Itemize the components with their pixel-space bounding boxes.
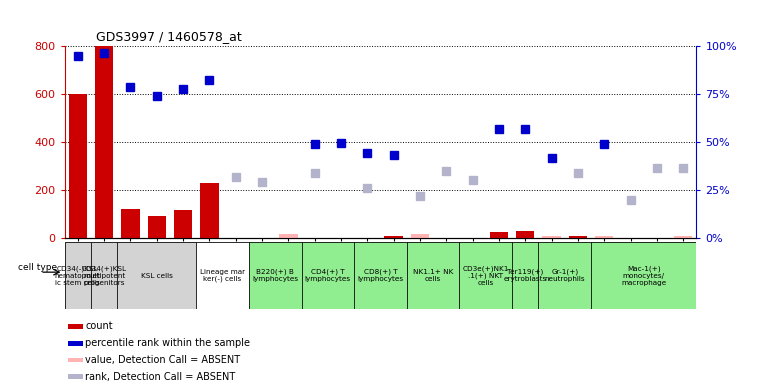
Bar xyxy=(68,358,83,362)
Text: KSL cells: KSL cells xyxy=(141,273,173,278)
Bar xyxy=(95,46,113,238)
Text: CD4(+) T
lymphocytes: CD4(+) T lymphocytes xyxy=(305,269,351,282)
Bar xyxy=(516,231,534,238)
Bar xyxy=(407,242,460,309)
Text: count: count xyxy=(85,321,113,331)
Bar xyxy=(174,210,193,238)
Bar xyxy=(117,242,196,309)
Bar xyxy=(68,324,83,329)
Text: rank, Detection Call = ABSENT: rank, Detection Call = ABSENT xyxy=(85,372,235,382)
Text: Gr-1(+)
neutrophils: Gr-1(+) neutrophils xyxy=(544,269,585,282)
Bar xyxy=(460,242,512,309)
Bar xyxy=(591,242,696,309)
Bar xyxy=(539,242,591,309)
Bar xyxy=(490,232,508,238)
Bar xyxy=(68,341,83,346)
Bar xyxy=(65,242,91,309)
Bar xyxy=(249,242,301,309)
Text: NK1.1+ NK
cells: NK1.1+ NK cells xyxy=(413,269,454,282)
Text: GDS3997 / 1460578_at: GDS3997 / 1460578_at xyxy=(96,30,242,43)
Text: Ter119(+)
erytroblasts: Ter119(+) erytroblasts xyxy=(504,269,547,282)
Text: CD34(+)KSL
multipotent
progenitors: CD34(+)KSL multipotent progenitors xyxy=(81,265,126,286)
Bar xyxy=(512,242,539,309)
Bar xyxy=(121,209,140,238)
Text: percentile rank within the sample: percentile rank within the sample xyxy=(85,338,250,348)
Bar xyxy=(543,236,561,238)
Text: CD34(-)KSL
hematopoiet
ic stem cells: CD34(-)KSL hematopoiet ic stem cells xyxy=(55,265,101,286)
Bar xyxy=(301,242,354,309)
Bar xyxy=(200,183,218,238)
Text: Lineage mar
ker(-) cells: Lineage mar ker(-) cells xyxy=(200,269,245,282)
Text: value, Detection Call = ABSENT: value, Detection Call = ABSENT xyxy=(85,355,240,365)
Text: CD8(+) T
lymphocytes: CD8(+) T lymphocytes xyxy=(358,269,403,282)
Text: B220(+) B
lymphocytes: B220(+) B lymphocytes xyxy=(252,269,298,282)
Bar xyxy=(384,236,403,238)
Bar xyxy=(354,242,407,309)
Text: CD3e(+)NK1
.1(+) NKT
cells: CD3e(+)NK1 .1(+) NKT cells xyxy=(463,265,509,286)
Text: cell type: cell type xyxy=(18,263,57,272)
Bar xyxy=(411,235,429,238)
Bar xyxy=(68,374,83,379)
Bar xyxy=(68,94,87,238)
Text: Mac-1(+)
monocytes/
macrophage: Mac-1(+) monocytes/ macrophage xyxy=(621,265,667,286)
Bar xyxy=(148,217,166,238)
Bar xyxy=(91,242,117,309)
Bar xyxy=(595,236,613,238)
Bar xyxy=(196,242,249,309)
Bar xyxy=(279,235,298,238)
Bar xyxy=(674,236,693,238)
Bar xyxy=(568,236,587,238)
